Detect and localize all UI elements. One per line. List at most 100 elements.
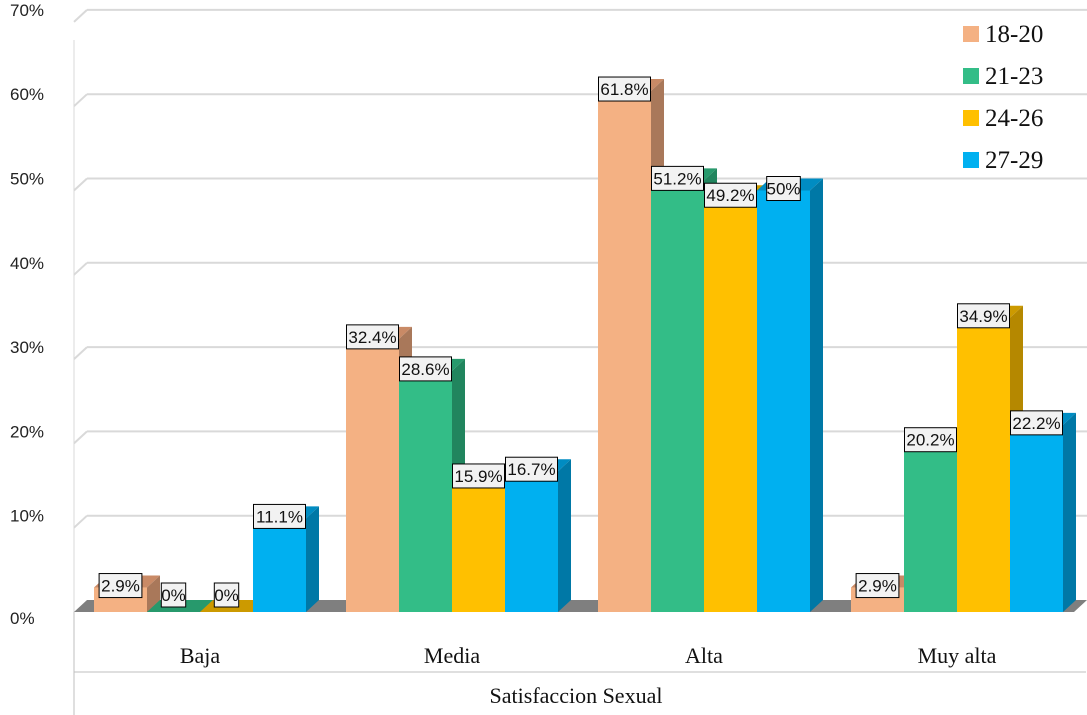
gridline-diag (73, 9, 88, 23)
bars (94, 79, 1076, 612)
bar-side (1063, 412, 1076, 612)
data-label: 11.1% (253, 503, 306, 529)
y-tick-label: 20% (10, 422, 44, 441)
data-label: 22.2% (1010, 410, 1063, 436)
legend-swatch (963, 26, 979, 42)
y-tick-label: 10% (10, 507, 44, 526)
legend-swatch (963, 68, 979, 84)
legend-label: 27-29 (985, 147, 1043, 174)
y-axis: 0% 10% 20% 30% 40% 50% 60% 70% (10, 1, 75, 628)
gridline-diag (73, 430, 88, 445)
x-axis-title: Satisfaccion Sexual (490, 683, 663, 708)
data-label-box (399, 356, 452, 382)
gridline-diag (73, 514, 88, 529)
gridline-diag (73, 262, 88, 276)
data-label-text: 51.2% (653, 169, 701, 188)
data-label-box (1010, 410, 1063, 436)
data-label-box (213, 582, 240, 608)
bar-front (505, 471, 558, 612)
data-label-box (98, 573, 143, 599)
data-label: 61.8% (598, 76, 651, 102)
legend: 18-20 21-23 24-26 27-29 (963, 21, 1043, 174)
data-label: 2.9% (98, 573, 143, 599)
y-tick-label: 50% (10, 170, 44, 189)
data-label-text: 32.4% (348, 328, 396, 347)
gridline-diag (73, 93, 88, 107)
data-label: 32.4% (346, 324, 399, 350)
bar (1010, 412, 1076, 612)
data-label-box (957, 303, 1010, 329)
data-label-text: 2.9% (858, 577, 897, 596)
legend-item: 18-20 (963, 21, 1043, 48)
data-label-box (452, 463, 505, 489)
legend-item: 27-29 (963, 147, 1043, 174)
data-label: 16.7% (505, 456, 558, 482)
bar-side (147, 575, 160, 612)
data-label-text: 20.2% (906, 431, 954, 450)
bar-side (306, 506, 319, 612)
data-label-text: 50% (766, 180, 800, 199)
x-tick-label: Alta (685, 643, 723, 668)
bar-front (253, 518, 306, 612)
bar-front (1010, 424, 1063, 612)
data-labels: 2.9% 0% 0% 11.1% 32.4% 28.6% 15.9% 16.7% 61.8% 51… (98, 76, 1063, 608)
legend-label: 21-23 (985, 63, 1043, 90)
data-label: 49.2% (704, 182, 757, 208)
bar-front (452, 477, 505, 612)
data-label-text: 22.2% (1012, 414, 1060, 433)
data-label-box (253, 503, 306, 529)
bar-front (957, 317, 1010, 612)
data-label-box (651, 165, 704, 191)
data-label-box (904, 427, 957, 453)
x-tick-label: Muy alta (918, 643, 997, 668)
bar-side (558, 459, 571, 612)
data-label-text: 16.7% (507, 460, 555, 479)
data-label: 28.6% (399, 356, 452, 382)
data-label: 0% (213, 582, 240, 608)
data-label: 51.2% (651, 165, 704, 191)
y-tick-label: 30% (10, 338, 44, 357)
bar-front (757, 190, 810, 612)
y-tick-label: 70% (10, 1, 44, 20)
data-label-box (598, 76, 651, 102)
bar-front (399, 370, 452, 612)
data-label-text: 0% (161, 586, 186, 605)
data-label-text: 28.6% (401, 360, 449, 379)
legend-swatch (963, 110, 979, 126)
legend-item: 24-26 (963, 105, 1043, 132)
bar-front (651, 180, 704, 612)
bar-side (810, 178, 823, 612)
data-label-box (704, 182, 757, 208)
data-label-text: 15.9% (454, 467, 502, 486)
y-tick-label: 40% (10, 254, 44, 273)
data-label-box (346, 324, 399, 350)
legend-label: 18-20 (985, 21, 1043, 48)
x-tick-label: Media (424, 643, 480, 668)
gridline-diag (73, 177, 88, 192)
data-label: 0% (160, 582, 187, 608)
chart-floor (74, 600, 1087, 612)
data-label: 50% (766, 176, 801, 201)
data-label-text: 61.8% (600, 80, 648, 99)
data-label-box (160, 582, 187, 608)
legend-item: 21-23 (963, 63, 1043, 90)
data-label-text: 2.9% (101, 577, 140, 596)
legend-label: 24-26 (985, 105, 1043, 132)
data-label-text: 0% (214, 586, 239, 605)
y-tick-label: 60% (10, 85, 44, 104)
data-label: 15.9% (452, 463, 505, 489)
bar-front (904, 441, 957, 612)
gridline-diag (73, 346, 88, 360)
legend-swatch (963, 152, 979, 168)
bar (757, 178, 823, 612)
y-tick-label: 0% (10, 609, 35, 628)
data-label: 20.2% (904, 427, 957, 453)
data-label-text: 11.1% (256, 507, 303, 526)
data-label: 34.9% (957, 303, 1010, 329)
data-label: 2.9% (855, 573, 900, 599)
bar (505, 459, 571, 612)
bar-front (704, 197, 757, 612)
x-axis: Satisfaccion Sexual Baja Media Alta Muy alt… (73, 612, 1086, 715)
data-label-box (855, 573, 900, 599)
